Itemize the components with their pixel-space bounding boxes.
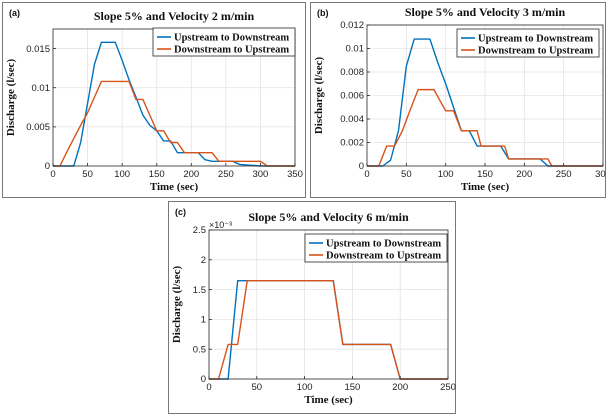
y-tick-label: 0 xyxy=(359,161,364,172)
x-tick-label: 50 xyxy=(82,169,93,180)
legend-label-upstream: Upstream to Downstream xyxy=(478,34,593,45)
x-tick-label: 100 xyxy=(297,382,313,393)
chart-panel-c: (c) Slope 5% and Velocity 6 m/min 0 50 100 15… xyxy=(168,201,456,414)
legend-label-upstream: Upstream to Downstream xyxy=(174,33,289,44)
panel-label: (b) xyxy=(317,8,329,18)
y-tick-label: 0.005 xyxy=(26,122,50,133)
chart-panel-b: (b) Slope 5% and Velocity 3 m/min 0 50 100 15… xyxy=(310,2,606,198)
y-tick-label: 2 xyxy=(201,255,206,266)
x-axis-label: Time (sec) xyxy=(150,181,199,193)
x-tick-label: 50 xyxy=(252,382,263,393)
x-tick-label: 100 xyxy=(114,169,130,180)
y-tick-label: 0.5 xyxy=(193,344,206,355)
y-tick-label: 0 xyxy=(45,161,50,172)
x-tick-label: 250 xyxy=(440,382,456,393)
chart-svg: (c) Slope 5% and Velocity 6 m/min 0 50 100 15… xyxy=(171,207,456,406)
legend-label-downstream: Downstream to Upstream xyxy=(174,45,289,56)
y-tick-label: 0.012 xyxy=(340,20,364,31)
y-tick-label: 1 xyxy=(201,315,206,326)
panel-label: (c) xyxy=(175,207,186,217)
x-axis-label: Time (sec) xyxy=(304,394,353,406)
y-tick-label: 0.004 xyxy=(340,114,364,125)
x-tick-label: 300 xyxy=(252,169,268,180)
x-tick-label: 200 xyxy=(183,169,199,180)
legend-label-downstream: Downstream to Upstream xyxy=(478,46,593,57)
y-tick-label: 2.5 xyxy=(193,225,206,236)
y-axis-label: Discharge (l/sec) xyxy=(171,266,183,344)
panel-label: (a) xyxy=(9,8,20,18)
legend-label-downstream: Downstream to Upstream xyxy=(326,251,441,262)
x-tick-label: 150 xyxy=(344,382,360,393)
x-tick-label: 250 xyxy=(218,169,234,180)
plot-frame xyxy=(208,229,449,380)
y-tick-label: 0 xyxy=(201,374,206,385)
y-tick-label: 1.5 xyxy=(193,285,206,296)
x-tick-label: 0 xyxy=(50,169,55,180)
chart-title: Slope 5% and Velocity 2 m/min xyxy=(94,9,255,23)
legend-box xyxy=(304,233,448,263)
legend-box xyxy=(456,28,600,58)
chart-svg: (a) Slope 5% and Velocity 2 m/min 0 50 100 15… xyxy=(5,8,303,193)
y-axis-label: Discharge (l/sec) xyxy=(5,59,17,137)
x-tick-label: 300 xyxy=(595,169,606,180)
y-axis-exponent: ×10⁻³ xyxy=(209,220,232,230)
y-tick-label: 0.015 xyxy=(26,44,50,55)
series-upstream-line xyxy=(53,41,295,167)
y-tick-label: 0.008 xyxy=(340,67,364,78)
chart-panel-a: (a) Slope 5% and Velocity 2 m/min 0 50 100 15… xyxy=(2,2,306,198)
x-tick-label: 200 xyxy=(392,382,408,393)
chart-svg: (b) Slope 5% and Velocity 3 m/min 0 50 100 15… xyxy=(313,5,606,193)
x-tick-label: 50 xyxy=(401,169,412,180)
series-downstream-line xyxy=(53,80,295,167)
y-tick-label: 0.01 xyxy=(346,44,365,55)
legend-label-upstream: Upstream to Downstream xyxy=(326,239,441,250)
y-tick-label: 0.01 xyxy=(32,83,51,94)
chart-title: Slope 5% and Velocity 6 m/min xyxy=(248,210,409,224)
y-tick-label: 0.006 xyxy=(340,91,364,102)
series-downstream-line xyxy=(209,279,448,380)
series-downstream-line xyxy=(367,88,603,167)
legend-box xyxy=(152,27,296,57)
x-tick-label: 200 xyxy=(516,169,532,180)
x-tick-label: 0 xyxy=(364,169,369,180)
y-tick-label: 0.002 xyxy=(340,138,364,149)
x-tick-label: 100 xyxy=(438,169,454,180)
x-tick-label: 250 xyxy=(556,169,572,180)
y-axis-label: Discharge (l/sec) xyxy=(313,57,325,135)
chart-title: Slope 5% and Velocity 3 m/min xyxy=(405,5,566,19)
x-tick-label: 150 xyxy=(149,169,165,180)
x-axis-label: Time (sec) xyxy=(461,181,510,193)
x-tick-label: 0 xyxy=(206,382,211,393)
x-tick-label: 150 xyxy=(477,169,493,180)
x-tick-label: 350 xyxy=(287,169,303,180)
